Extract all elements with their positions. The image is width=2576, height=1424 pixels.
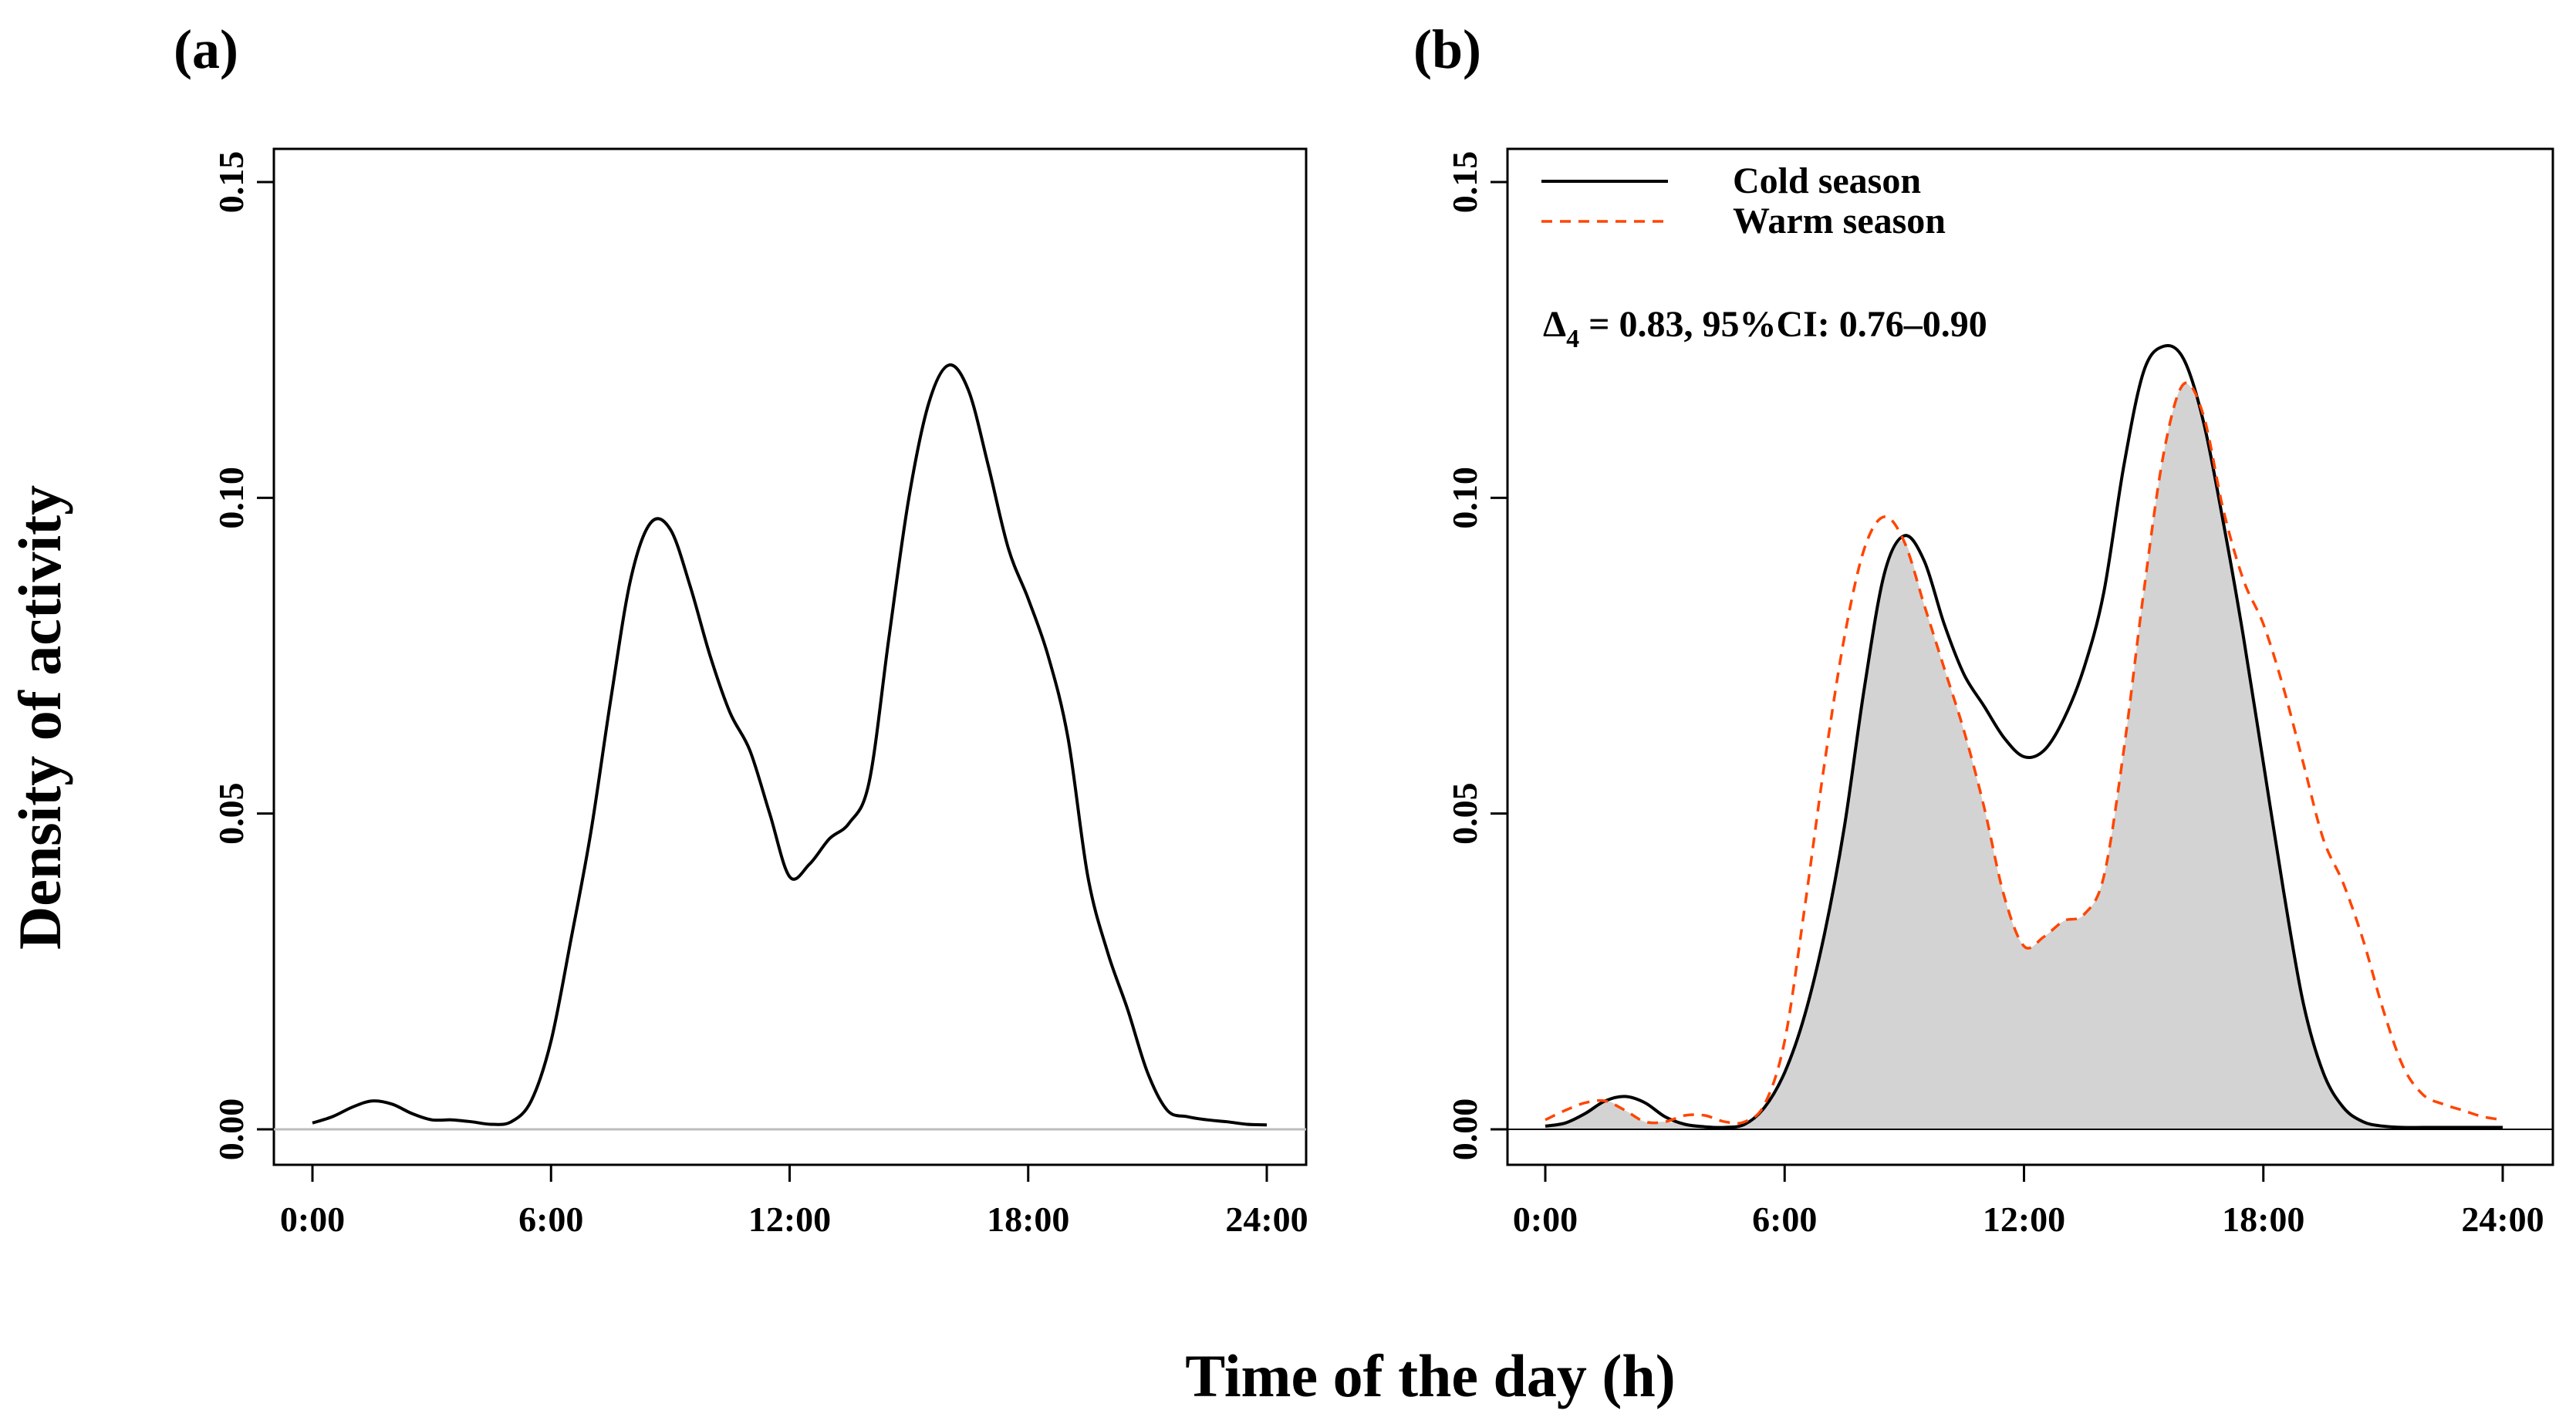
panel-a-x-tick-label: 6:00 [518,1200,583,1239]
panel-b-overlap-area [1545,383,2503,1129]
panel-b-legend: Cold season Warm season [1541,160,1946,241]
panel-a-y-ticks: 0.00 0.05 0.10 0.15 [211,151,274,1161]
panel-b-y-tick-label: 0.05 [1445,782,1484,845]
legend-cold-season-label: Cold season [1733,160,1921,201]
panel-b-x-tick-label: 12:00 [1983,1200,2065,1239]
overlap-value: = 0.83, 95%CI: 0.76–0.90 [1579,304,1987,345]
panel-a-y-tick-label: 0.10 [211,467,251,529]
x-axis-title: Time of the day (h) [1185,1342,1676,1409]
panel-b-label: (b) [1413,19,1481,80]
panel-b: (b) 0.00 0.05 0.10 0.15 0:00 6:00 12:00 18:00 2… [1413,19,2554,1239]
panel-b-y-tick-label: 0.00 [1445,1098,1484,1161]
panel-a-label: (a) [174,19,238,80]
overlap-subscript: 4 [1566,325,1579,353]
panel-a-x-tick-label: 12:00 [748,1200,831,1239]
panel-b-cold-season-line [1545,343,2503,1129]
y-axis-title: Density of activity [6,485,73,950]
overlap-annotation: Δ4 = 0.83, 95%CI: 0.76–0.90 [1543,304,1987,353]
panel-b-x-ticks: 0:00 6:00 12:00 18:00 24:00 [1513,1165,2544,1239]
overlap-symbol: Δ [1543,304,1566,345]
panel-a-y-tick-label: 0.00 [211,1098,251,1161]
panel-b-warm-season-line [1545,381,2503,1125]
panel-a-x-tick-label: 24:00 [1225,1200,1308,1239]
panel-a-x-tick-label: 0:00 [280,1200,345,1239]
panel-b-x-tick-label: 6:00 [1752,1200,1817,1239]
panel-a-y-tick-label: 0.05 [211,782,251,845]
panel-a-x-tick-label: 18:00 [987,1200,1069,1239]
panel-b-x-tick-label: 24:00 [2461,1200,2544,1239]
panel-a-x-ticks: 0:00 6:00 12:00 18:00 24:00 [280,1165,1308,1239]
panel-b-y-tick-label: 0.15 [1445,151,1484,214]
panel-b-x-tick-label: 0:00 [1513,1200,1578,1239]
panel-b-x-tick-label: 18:00 [2222,1200,2304,1239]
panel-b-y-tick-label: 0.10 [1445,467,1484,529]
panel-b-plot-frame [1506,147,2554,1166]
panel-a-y-tick-label: 0.15 [211,151,251,214]
panel-b-y-ticks: 0.00 0.05 0.10 0.15 [1445,151,1507,1161]
panel-a: (a) 0.00 0.05 0.10 0.15 0:00 6:00 12:00 18:00 2… [174,19,1308,1239]
legend-warm-season-label: Warm season [1733,201,1946,241]
panel-a-density-line [312,363,1268,1127]
